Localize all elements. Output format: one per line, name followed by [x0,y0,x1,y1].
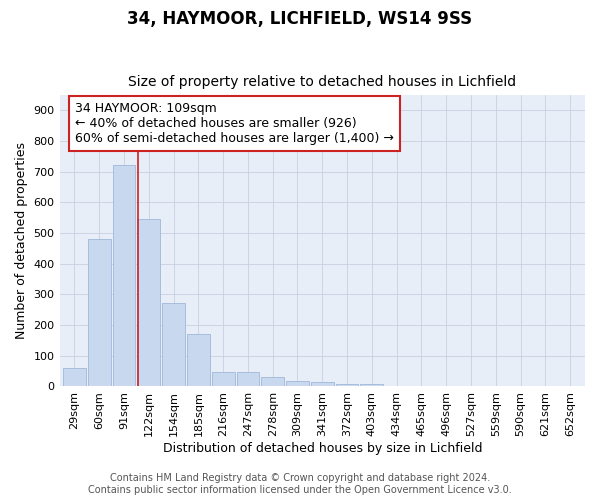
Bar [113,166,136,386]
Bar [335,384,358,386]
Bar [236,372,259,386]
Text: Contains HM Land Registry data © Crown copyright and database right 2024.
Contai: Contains HM Land Registry data © Crown c… [88,474,512,495]
Bar [63,368,86,386]
Bar [212,372,235,386]
Bar [187,334,210,386]
Bar [311,382,334,386]
Bar [361,384,383,386]
Title: Size of property relative to detached houses in Lichfield: Size of property relative to detached ho… [128,76,517,90]
Bar [137,219,160,386]
X-axis label: Distribution of detached houses by size in Lichfield: Distribution of detached houses by size … [163,442,482,455]
Text: 34 HAYMOOR: 109sqm
← 40% of detached houses are smaller (926)
60% of semi-detach: 34 HAYMOOR: 109sqm ← 40% of detached hou… [76,102,394,145]
Bar [88,239,110,386]
Bar [261,377,284,386]
Text: 34, HAYMOOR, LICHFIELD, WS14 9SS: 34, HAYMOOR, LICHFIELD, WS14 9SS [127,10,473,28]
Y-axis label: Number of detached properties: Number of detached properties [15,142,28,339]
Bar [286,381,309,386]
Bar [162,303,185,386]
